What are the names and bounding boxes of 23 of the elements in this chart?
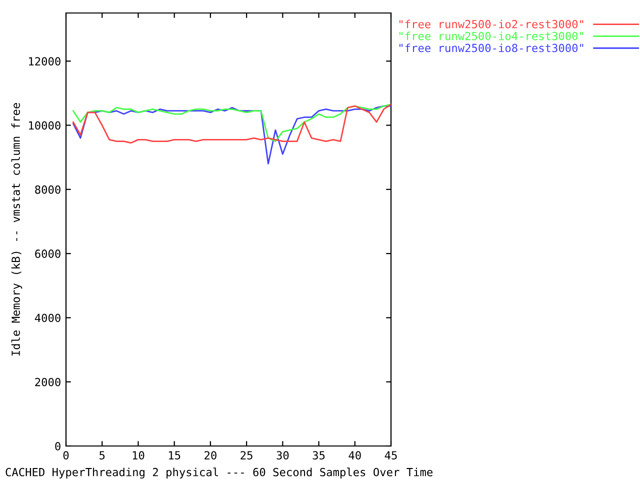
y-tick-label: 2000 [35, 378, 60, 386]
y-tick-label: 4000 [34, 314, 60, 322]
legend-label: "free runw2500-io8-rest3000" [400, 44, 584, 52]
legend-label: "free runw2500-io4-rest3000" [400, 32, 584, 40]
x-tick-label: 35 [312, 451, 325, 460]
line-series [72, 105, 391, 164]
x-tick-label: 30 [276, 451, 289, 460]
x-axis-title: CACHED HyperThreading 2 physical --- 60 Second Samples Over Time [6, 468, 432, 479]
x-tick-label: 20 [204, 451, 216, 460]
y-tick-label: 12000 [29, 57, 60, 66]
y-axis-title: Idle Memory (kB) -- vmstat column free [11, 103, 22, 356]
x-tick-label: 40 [348, 451, 361, 460]
x-tick-label: 25 [240, 451, 252, 460]
y-tick-label: 10000 [29, 121, 60, 130]
x-tick-label: 10 [132, 451, 144, 460]
y-tick-label: 6000 [35, 250, 60, 258]
y-tick-label: 0 [55, 442, 60, 450]
legend-label: "free runw2500-io2-rest3000" [400, 20, 584, 28]
x-tick-label: 5 [100, 451, 105, 460]
x-tick-label: 0 [63, 451, 69, 460]
x-tick-label: 45 [384, 451, 397, 460]
y-tick-label: 8000 [35, 185, 60, 194]
x-tick-label: 15 [168, 451, 180, 460]
